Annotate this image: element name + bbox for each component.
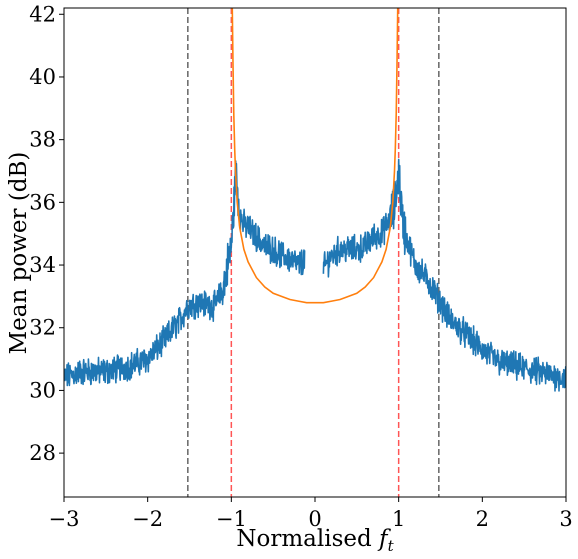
x-tick-label-4: 1	[392, 507, 405, 531]
y-tick-label-4: 36	[29, 190, 56, 214]
x-axis-label-text: Normalised	[236, 526, 372, 552]
x-tick-label-6: 3	[559, 507, 572, 531]
plot-frame	[63, 7, 567, 498]
ticks-layer: −3 −2 −1 0 1 2 3 28 30 32 34 36 38 40 42	[29, 2, 572, 531]
y-tick-label-3: 34	[29, 253, 56, 277]
series-measured-segment-1	[322, 158, 566, 392]
series-measured-segment-0	[64, 160, 306, 387]
series-layer	[64, 8, 566, 392]
x-tick-label-5: 2	[476, 507, 489, 531]
x-axis-label: Normalised ft	[236, 526, 394, 555]
y-axis-label: Mean power (dB)	[6, 152, 32, 355]
x-tick-label-0: −3	[49, 507, 80, 531]
y-tick-label-0: 28	[29, 441, 56, 465]
y-tick-label-5: 38	[29, 128, 56, 152]
x-axis-label-symbol: f	[377, 526, 391, 552]
series-model	[231, 8, 399, 304]
x-tick-label-3: 0	[308, 507, 321, 531]
y-tick-label-2: 32	[29, 316, 56, 340]
x-tick-label-2: −1	[216, 507, 247, 531]
y-tick-label-7: 42	[29, 2, 56, 26]
x-tick-label-1: −2	[132, 507, 163, 531]
reference-lines	[187, 8, 440, 497]
y-tick-label-1: 30	[29, 378, 56, 402]
y-tick-label-6: 40	[29, 65, 56, 89]
x-axis-label-subscript: t	[388, 537, 395, 555]
